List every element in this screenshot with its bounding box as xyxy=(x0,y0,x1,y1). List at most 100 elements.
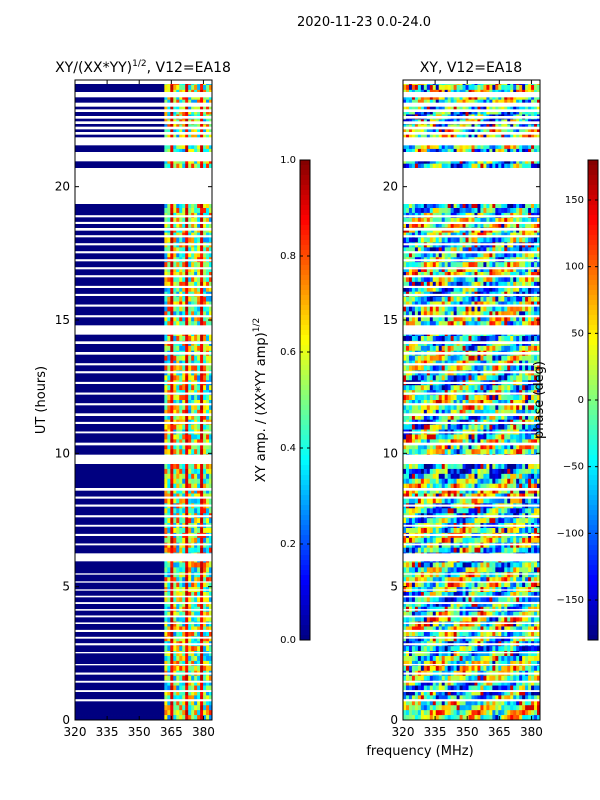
amplitude-cell xyxy=(140,449,144,455)
amplitude-cell xyxy=(134,542,138,549)
amplitude-cell xyxy=(158,321,162,327)
amplitude-cell xyxy=(143,217,147,224)
amplitude-cell xyxy=(83,483,88,490)
amplitude-cell xyxy=(206,567,210,573)
amplitude-cell xyxy=(75,537,79,544)
amplitude-cell xyxy=(191,345,195,352)
amplitude-cell xyxy=(161,94,165,101)
amplitude-cell xyxy=(86,592,91,598)
amplitude-cell xyxy=(98,483,103,490)
amplitude-cell xyxy=(149,547,153,554)
amplitude-cell xyxy=(143,444,147,450)
amplitude-cell xyxy=(128,508,132,514)
amplitude-cell xyxy=(86,129,91,135)
amplitude-cell xyxy=(89,208,94,214)
amplitude-cell xyxy=(188,547,192,554)
amplitude-cell xyxy=(203,385,207,391)
amplitude-cell xyxy=(86,582,91,588)
amplitude-cell xyxy=(92,203,97,209)
amplitude-cell xyxy=(191,577,195,583)
amplitude-cell xyxy=(161,434,165,440)
amplitude-cell xyxy=(110,582,115,588)
amplitude-cell xyxy=(83,414,88,421)
amplitude-cell xyxy=(179,395,183,401)
amplitude-cell xyxy=(146,144,150,150)
amplitude-cell xyxy=(113,203,118,209)
amplitude-cell xyxy=(86,272,91,278)
amplitude-cell xyxy=(152,296,156,302)
amplitude-cell xyxy=(92,611,97,618)
amplitude-cell xyxy=(77,385,82,391)
amplitude-cell xyxy=(110,414,115,421)
amplitude-cell xyxy=(137,414,141,421)
amplitude-cell xyxy=(140,493,144,499)
amplitude-cell xyxy=(209,296,213,302)
amplitude-cell xyxy=(170,296,174,302)
amplitude-cell xyxy=(149,404,153,411)
amplitude-cell xyxy=(185,247,189,253)
amplitude-cell xyxy=(122,414,127,421)
amplitude-cell xyxy=(152,498,156,504)
amplitude-cell xyxy=(209,424,213,430)
amplitude-cell xyxy=(185,572,189,578)
amplitude-cell xyxy=(149,400,153,406)
amplitude-cell xyxy=(152,217,156,224)
amplitude-cell xyxy=(116,582,121,588)
amplitude-cell xyxy=(89,316,94,322)
amplitude-cell xyxy=(119,468,124,475)
amplitude-cell xyxy=(176,144,180,150)
amplitude-cell xyxy=(143,449,147,455)
amplitude-cell xyxy=(119,94,124,101)
amplitude-cell xyxy=(119,577,124,583)
amplitude-cell xyxy=(122,262,127,268)
amplitude-cell xyxy=(77,306,82,312)
amplitude-cell xyxy=(107,272,112,278)
amplitude-cell xyxy=(95,311,100,317)
amplitude-cell xyxy=(131,222,135,229)
amplitude-cell xyxy=(86,321,91,327)
amplitude-cell xyxy=(110,222,115,229)
amplitude-cell xyxy=(98,203,103,209)
amplitude-cell xyxy=(164,400,168,406)
amplitude-cell xyxy=(152,345,156,352)
amplitude-cell xyxy=(143,528,147,534)
amplitude-cell xyxy=(176,444,180,450)
amplitude-cell xyxy=(146,424,150,430)
amplitude-cell xyxy=(182,493,186,499)
amplitude-cell xyxy=(75,267,79,273)
amplitude-cell xyxy=(107,109,112,115)
amplitude-cell xyxy=(119,321,124,327)
amplitude-cell xyxy=(75,163,79,170)
amplitude-cell xyxy=(149,286,153,293)
amplitude-cell xyxy=(125,281,130,288)
amplitude-cell xyxy=(146,163,150,170)
amplitude-cell xyxy=(92,464,97,470)
amplitude-cell xyxy=(119,498,124,504)
amplitude-cell xyxy=(110,601,115,608)
amplitude-cell xyxy=(176,94,180,101)
amplitude-cell xyxy=(128,276,132,283)
amplitude-cell xyxy=(176,345,180,352)
amplitude-cell xyxy=(143,508,147,514)
amplitude-cell xyxy=(77,478,82,485)
amplitude-cell xyxy=(107,424,112,430)
amplitude-cell xyxy=(95,84,100,91)
amplitude-cell xyxy=(80,562,85,568)
amplitude-cell xyxy=(179,449,183,455)
amplitude-cell xyxy=(113,134,118,140)
amplitude-cell xyxy=(191,464,195,470)
amplitude-cell xyxy=(116,217,121,224)
amplitude-cell xyxy=(191,276,195,283)
amplitude-cell xyxy=(140,473,144,480)
amplitude-cell xyxy=(98,395,103,401)
amplitude-cell xyxy=(137,488,141,494)
amplitude-cell xyxy=(188,577,192,583)
amplitude-cell xyxy=(161,163,165,170)
amplitude-cell xyxy=(77,222,82,229)
amplitude-cell xyxy=(83,345,88,352)
amplitude-cell xyxy=(77,301,82,307)
amplitude-cell xyxy=(182,99,186,106)
amplitude-cell xyxy=(110,365,115,371)
amplitude-cell xyxy=(95,262,100,268)
amplitude-cell xyxy=(119,306,124,312)
